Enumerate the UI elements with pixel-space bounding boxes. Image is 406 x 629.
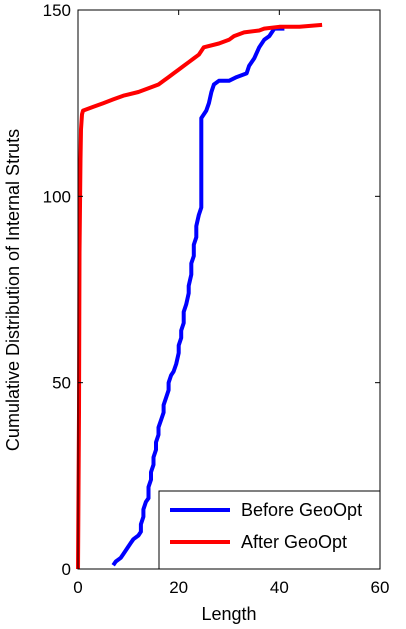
legend-label-after: After GeoOpt (241, 532, 347, 552)
y-tick-label: 100 (43, 187, 71, 206)
x-tick-label: 60 (371, 578, 390, 597)
x-tick-label: 40 (270, 578, 289, 597)
y-axis-label: Cumulative Distribution of Internal Stru… (3, 129, 23, 451)
plot-background (78, 10, 380, 569)
y-tick-label: 0 (62, 560, 71, 579)
legend: Before GeoOpt After GeoOpt (158, 490, 381, 570)
legend-box (158, 490, 381, 570)
series-line-before-geoopt (111, 26, 285, 567)
y-tick-label: 150 (43, 1, 71, 20)
x-tick-label: 0 (73, 578, 82, 597)
series-layer (76, 22, 323, 570)
x-tick-label: 20 (169, 578, 188, 597)
legend-label-before: Before GeoOpt (241, 500, 362, 520)
series-line-after-geoopt (76, 22, 323, 570)
x-axis-label: Length (201, 604, 256, 624)
y-tick-label: 50 (52, 374, 71, 393)
